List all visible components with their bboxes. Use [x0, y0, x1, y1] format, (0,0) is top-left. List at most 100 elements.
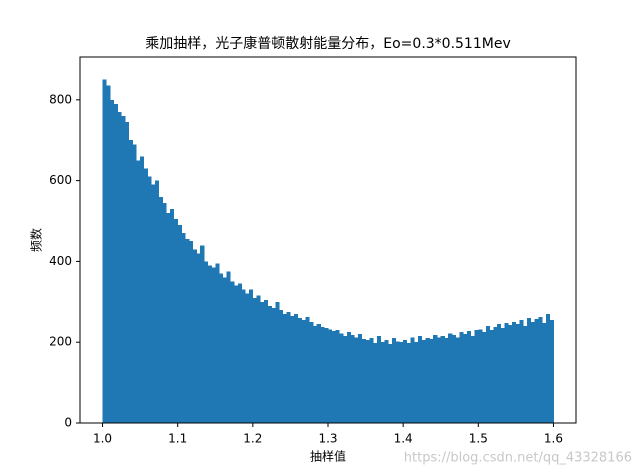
bar	[140, 156, 145, 423]
bar	[241, 289, 246, 423]
bar	[350, 334, 355, 423]
y-tick-label: 200	[49, 335, 72, 349]
bar	[207, 265, 212, 423]
bar	[403, 340, 408, 423]
y-tick-label: 800	[49, 92, 72, 106]
bar	[215, 263, 220, 423]
bar	[395, 341, 400, 423]
bar	[155, 180, 160, 423]
bar	[361, 338, 366, 423]
bar	[301, 319, 306, 423]
bar	[328, 329, 333, 423]
bar	[474, 330, 479, 423]
bar	[440, 336, 445, 423]
bar	[459, 332, 464, 423]
x-tick-label: 1.1	[168, 432, 187, 446]
bar	[125, 122, 130, 423]
bar	[170, 208, 175, 423]
bar	[493, 326, 498, 423]
bar	[421, 340, 426, 423]
bar	[177, 225, 182, 423]
x-tick-label: 1.0	[93, 432, 112, 446]
bar	[482, 332, 487, 423]
bar	[143, 168, 148, 423]
bar	[380, 342, 385, 423]
watermark: https://blog.csdn.net/qq_43328166	[404, 451, 632, 466]
bar	[414, 342, 419, 423]
bar	[508, 325, 513, 423]
bar	[305, 317, 310, 423]
bar	[549, 319, 554, 423]
bar	[264, 299, 269, 423]
bar	[162, 202, 167, 423]
x-tick-label: 1.2	[243, 432, 262, 446]
y-tick-label: 400	[49, 254, 72, 268]
bar	[346, 332, 351, 423]
bar	[452, 334, 457, 423]
bar	[173, 218, 178, 423]
bar	[335, 330, 340, 423]
bar	[226, 271, 231, 423]
bar	[448, 333, 453, 423]
y-tick-label: 0	[64, 416, 72, 430]
bar	[102, 79, 107, 424]
bar	[376, 336, 381, 423]
bar	[418, 336, 423, 423]
bar	[339, 333, 344, 423]
bar	[151, 184, 156, 423]
bar	[388, 344, 393, 423]
bar	[542, 322, 547, 423]
bar	[365, 340, 370, 423]
bar	[181, 233, 186, 423]
bar	[188, 241, 194, 423]
bar	[192, 249, 197, 423]
bar	[320, 326, 325, 423]
bar	[294, 313, 299, 423]
bar	[497, 324, 502, 423]
bar	[523, 326, 528, 423]
bar	[429, 338, 434, 423]
x-axis-label: 抽样值	[310, 449, 346, 464]
bar	[444, 338, 449, 423]
bar	[391, 338, 396, 423]
y-tick-label: 600	[49, 173, 72, 187]
bar	[234, 285, 239, 423]
bar	[519, 319, 524, 423]
x-tick-label: 1.4	[394, 432, 413, 446]
bar	[271, 307, 276, 423]
bar	[384, 339, 389, 423]
bar	[200, 245, 205, 423]
bar	[504, 322, 509, 423]
bar	[166, 212, 171, 423]
bar	[260, 301, 265, 423]
bar	[455, 337, 460, 423]
bar	[252, 297, 257, 423]
bar	[282, 313, 287, 423]
bar	[410, 337, 415, 423]
bar	[515, 324, 520, 423]
bar	[249, 289, 254, 423]
bar	[478, 329, 483, 423]
bar	[147, 176, 152, 423]
bar	[538, 317, 543, 423]
bar	[358, 334, 363, 423]
bar	[500, 328, 505, 423]
bar	[463, 334, 468, 423]
bar	[117, 111, 122, 423]
bar	[110, 99, 115, 423]
bar	[219, 273, 224, 423]
bar	[343, 336, 348, 423]
bar	[121, 115, 126, 423]
bar	[211, 267, 216, 423]
bar	[245, 293, 250, 423]
bar	[324, 328, 329, 423]
x-tick-label: 1.6	[544, 432, 563, 446]
x-tick-label: 1.5	[469, 432, 488, 446]
bar	[185, 239, 190, 423]
bar	[369, 338, 374, 423]
bar	[222, 277, 227, 423]
bar	[530, 322, 535, 423]
bar	[204, 261, 209, 423]
bar	[275, 301, 280, 423]
